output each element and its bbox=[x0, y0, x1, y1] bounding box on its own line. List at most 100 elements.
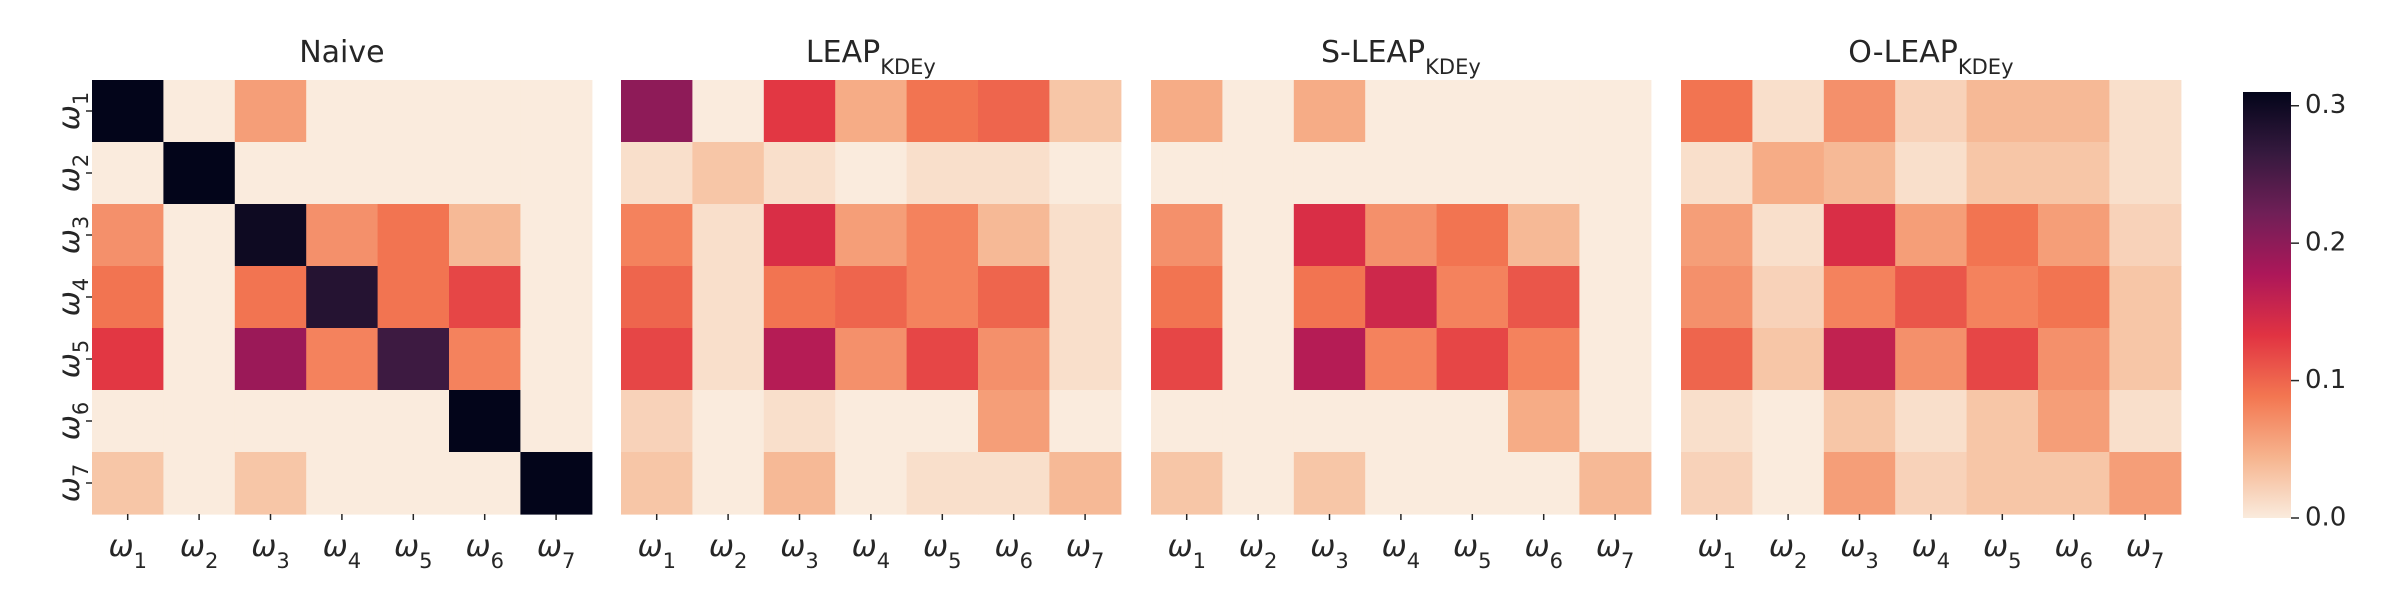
heatmap-cell: ω5 × ω5: 0.12 bbox=[906, 328, 979, 391]
heatmap-cell: ω2 × ω1: 0 bbox=[1151, 142, 1223, 205]
x-tick-label: ω3 bbox=[251, 529, 290, 573]
heatmap-cell: ω5 × ω5: 0.12 bbox=[1966, 328, 2039, 391]
heatmap-cell: ω7 × ω2: 0 bbox=[163, 452, 236, 515]
heatmap-cell: ω1 × ω6: 0.1 bbox=[978, 80, 1050, 143]
heatmap-cell: ω7 × ω2: 0 bbox=[692, 452, 765, 515]
heatmap-cell: ω2 × ω7: 0 bbox=[1049, 142, 1122, 205]
heatmap-cell: ω6 × ω1: 0.01 bbox=[1681, 390, 1753, 453]
heatmap-cell: ω3 × ω6: 0.04 bbox=[1508, 204, 1580, 267]
heatmap-cell: ω5 × ω1: 0.1 bbox=[1681, 328, 1753, 391]
y-tick-label: ω7 bbox=[52, 464, 94, 503]
heatmap-cell: ω4 × ω2: 0 bbox=[1222, 266, 1295, 329]
x-tick-label: ω5 bbox=[394, 529, 433, 573]
heatmap-cell: ω2 × ω5: 0.01 bbox=[906, 142, 979, 205]
heatmap-cell: ω4 × ω3: 0.09 bbox=[234, 266, 307, 329]
heatmap-cell: ω4 × ω7: 0 bbox=[1579, 266, 1652, 329]
heatmap-cell: ω5 × ω2: 0.01 bbox=[692, 328, 765, 391]
colorbar-gradient bbox=[2243, 92, 2291, 518]
heatmap-cell: ω1 × ω1: 0.05 bbox=[1151, 80, 1223, 143]
colorbar-tick-label: 0.1 bbox=[2305, 365, 2346, 395]
heatmap-cell: ω6 × ω2: 0 bbox=[163, 390, 236, 453]
heatmap-cell: ω7 × ω4: 0 bbox=[1365, 452, 1438, 515]
heatmap-cell: ω2 × ω4: 0.01 bbox=[1895, 142, 1968, 205]
x-tick-label: ω4 bbox=[1912, 529, 1951, 573]
heatmap-cell: ω1 × ω4: 0 bbox=[1365, 80, 1438, 143]
heatmap-cell: ω1 × ω6: 0 bbox=[1508, 80, 1580, 143]
heatmap-cell: ω3 × ω2: 0 bbox=[1222, 204, 1295, 267]
heatmap-cell: ω1 × ω6: 0 bbox=[449, 80, 521, 143]
heatmap-cell: ω5 × ω1: 0.12 bbox=[1151, 328, 1223, 391]
heatmap-cell: ω5 × ω1: 0.13 bbox=[92, 328, 164, 391]
y-tick-label: ω5 bbox=[52, 340, 94, 379]
heatmap-cell: ω5 × ω6: 0.08 bbox=[1508, 328, 1580, 391]
heatmap-cell: ω4 × ω2: 0.02 bbox=[1752, 266, 1825, 329]
heatmap-cell: ω6 × ω6: 0.06 bbox=[2038, 390, 2110, 453]
heatmap-cell: ω5 × ω7: 0 bbox=[520, 328, 593, 391]
panel-title: Naive bbox=[299, 35, 384, 70]
panel-title: S-LEAPKDEy bbox=[1321, 35, 1481, 79]
x-tick-label: ω4 bbox=[852, 529, 891, 573]
x-tick-label: ω6 bbox=[465, 529, 504, 573]
heatmap-cell: ω3 × ω6: 0.06 bbox=[2038, 204, 2110, 267]
heatmap-cell: ω5 × ω2: 0 bbox=[163, 328, 236, 391]
heatmap-cell: ω3 × ω5: 0.09 bbox=[1436, 204, 1509, 267]
heatmap-cell: ω4 × ω3: 0.09 bbox=[1293, 266, 1366, 329]
heatmap-cell: ω2 × ω6: 0 bbox=[1508, 142, 1580, 205]
x-tick-label: ω5 bbox=[923, 529, 962, 573]
heatmap-cell: ω6 × ω6: 0.31 bbox=[449, 390, 521, 453]
x-tick-label: ω3 bbox=[780, 529, 819, 573]
heatmap-cell: ω6 × ω4: 0 bbox=[835, 390, 908, 453]
heatmap-cell: ω6 × ω2: 0 bbox=[1222, 390, 1295, 453]
heatmap-cell: ω3 × ω5: 0.09 bbox=[377, 204, 450, 267]
heatmap-cell: ω6 × ω3: 0.03 bbox=[1823, 390, 1896, 453]
heatmap-cell: ω5 × ω5: 0.26 bbox=[377, 328, 450, 391]
heatmap-cell: ω3 × ω1: 0.07 bbox=[1151, 204, 1223, 267]
heatmap-cell: ω7 × ω6: 0.03 bbox=[2038, 452, 2110, 515]
heatmap-cell: ω5 × ω5: 0.12 bbox=[1436, 328, 1509, 391]
heatmap-cell: ω6 × ω1: 0 bbox=[1151, 390, 1223, 453]
heatmap-cell: ω4 × ω1: 0.1 bbox=[621, 266, 693, 329]
heatmap-cell: ω1 × ω2: 0.01 bbox=[1752, 80, 1825, 143]
heatmap-cell: ω3 × ω6: 0.04 bbox=[449, 204, 521, 267]
heatmap-cell: ω2 × ω6: 0.03 bbox=[2038, 142, 2110, 205]
heatmap-cell: ω6 × ω4: 0 bbox=[306, 390, 379, 453]
heatmap-panel-1: Naive ω1 × ω1: 0.31ω1 × ω2: 0ω1 × ω3: 0.0… bbox=[52, 35, 593, 573]
y-tick-label: ω4 bbox=[52, 278, 94, 317]
heatmap-cell: ω2 × ω2: 0 bbox=[1222, 142, 1295, 205]
heatmap-cell: ω4 × ω1: 0.09 bbox=[92, 266, 164, 329]
heatmap-cell: ω3 × ω3: 0.3 bbox=[234, 204, 307, 267]
x-tick-label: ω6 bbox=[1524, 529, 1563, 573]
heatmap-cell: ω6 × ω2: 0 bbox=[692, 390, 765, 453]
heatmap-cell: ω7 × ω1: 0.03 bbox=[1151, 452, 1223, 515]
heatmap-cell: ω4 × ω5: 0.09 bbox=[377, 266, 450, 329]
x-tick-label: ω3 bbox=[1310, 529, 1349, 573]
heatmap-cell: ω7 × ω2: 0 bbox=[1222, 452, 1295, 515]
heatmap-cell: ω6 × ω7: 0 bbox=[1579, 390, 1652, 453]
heatmap-cell: ω4 × ω3: 0.09 bbox=[763, 266, 836, 329]
heatmap-cell: ω3 × ω4: 0.06 bbox=[835, 204, 908, 267]
heatmap-cell: ω1 × ω3: 0.13 bbox=[763, 80, 836, 143]
heatmap-cell: ω6 × ω7: 0 bbox=[1049, 390, 1122, 453]
x-tick-label: ω4 bbox=[1382, 529, 1421, 573]
x-tick-label: ω5 bbox=[1453, 529, 1492, 573]
heatmap-cell: ω3 × ω3: 0.14 bbox=[1823, 204, 1896, 267]
heatmap-cell: ω7 × ω3: 0.04 bbox=[763, 452, 836, 515]
heatmap-cell: ω1 × ω1: 0.09 bbox=[1681, 80, 1753, 143]
heatmap-cell: ω2 × ω3: 0 bbox=[234, 142, 307, 205]
heatmap-cell: ω7 × ω1: 0.02 bbox=[1681, 452, 1753, 515]
colorbar-tick-label: 0.0 bbox=[2305, 503, 2346, 533]
heatmap-cell: ω5 × ω3: 0.19 bbox=[234, 328, 307, 391]
heatmap-cell: ω1 × ω5: 0.04 bbox=[1966, 80, 2039, 143]
heatmap-cell: ω7 × ω3: 0.03 bbox=[234, 452, 307, 515]
x-tick-label: ω6 bbox=[994, 529, 1032, 573]
x-tick-label: ω1 bbox=[108, 529, 147, 573]
heatmap-cell: ω4 × ω4: 0.15 bbox=[1365, 266, 1438, 329]
heatmap-cell: ω4 × ω4: 0.11 bbox=[1895, 266, 1968, 329]
heatmap-cell: ω2 × ω5: 0 bbox=[1436, 142, 1509, 205]
heatmap-cell: ω7 × ω1: 0.03 bbox=[92, 452, 164, 515]
x-tick-label: ω3 bbox=[1840, 529, 1879, 573]
heatmap-cell: ω5 × ω6: 0.07 bbox=[978, 328, 1050, 391]
heatmap-cell: ω4 × ω7: 0 bbox=[520, 266, 593, 329]
heatmap-cell: ω1 × ω7: 0.03 bbox=[1049, 80, 1122, 143]
